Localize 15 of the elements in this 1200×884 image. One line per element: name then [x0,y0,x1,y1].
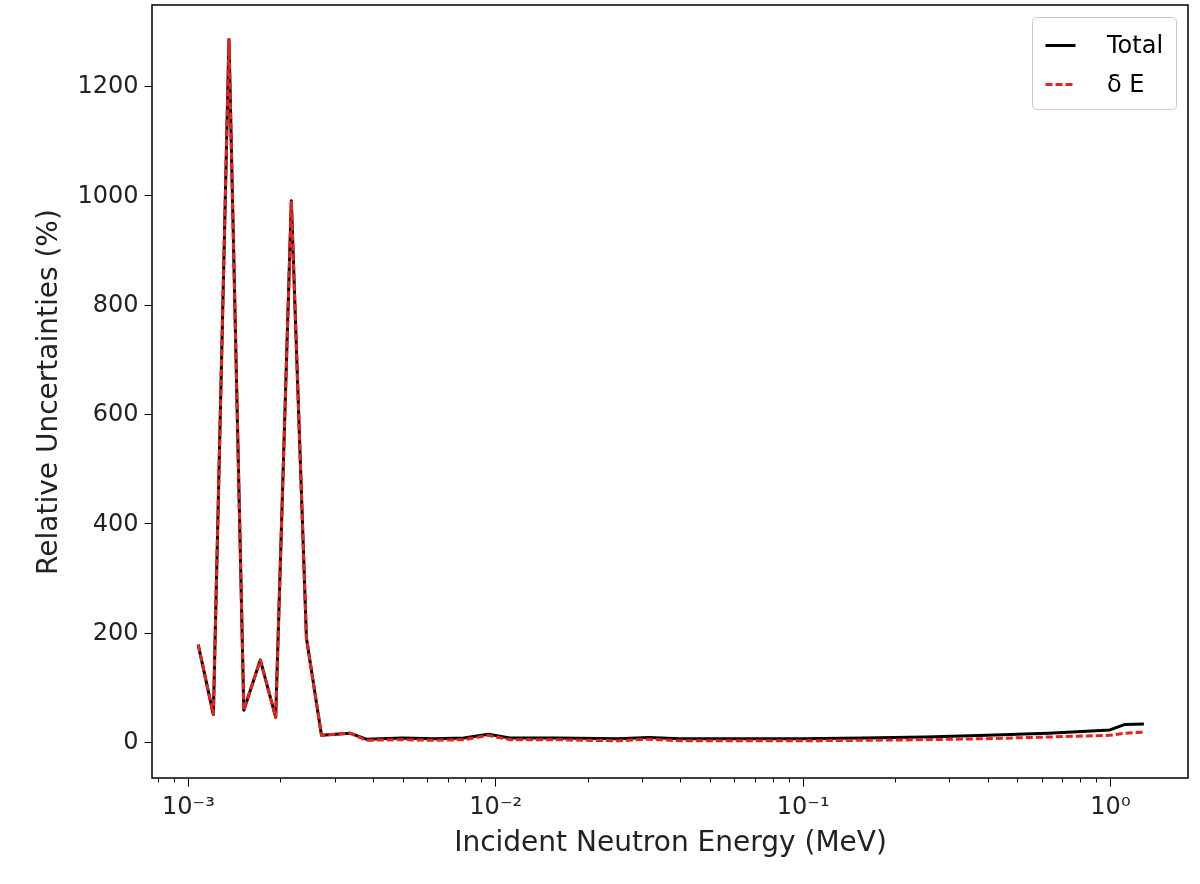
x-tick-label: 10⁻¹ [776,791,830,820]
x-axis-title: Incident Neutron Energy (MeV) [454,824,887,858]
y-tick-label: 1000 [77,180,139,209]
y-axis-title: Relative Uncertainties (%) [31,209,65,575]
x-tick-label: 10⁰ [1090,791,1131,820]
x-tick-label: 10⁻³ [162,791,215,820]
y-tick-label: 600 [92,399,139,428]
x-tick-label: 10⁻² [469,791,523,820]
legend-label: Total [1106,30,1164,59]
legend-label: δ E [1107,69,1145,98]
y-tick-label: 400 [92,508,139,537]
y-tick-label: 0 [123,727,139,756]
y-tick-label: 800 [92,290,139,319]
y-tick-label: 1200 [77,71,139,100]
y-tick-label: 200 [92,618,139,647]
